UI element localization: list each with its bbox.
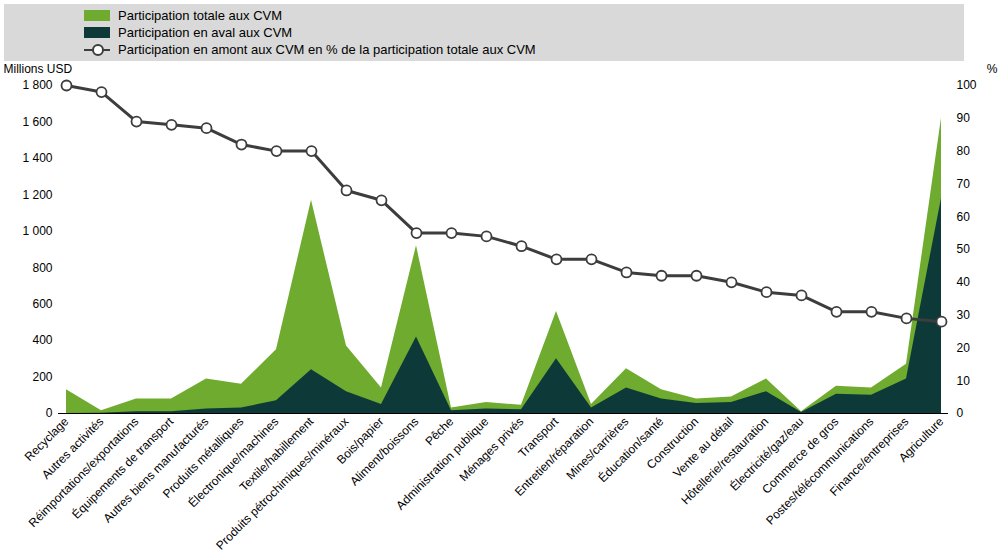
svg-text:0: 0 [46,406,53,420]
svg-text:Millions USD: Millions USD [4,62,73,76]
svg-text:50: 50 [957,242,971,256]
svg-text:600: 600 [32,297,52,311]
svg-text:Administration publique: Administration publique [393,414,492,513]
svg-text:100: 100 [957,78,977,92]
svg-text:400: 400 [32,333,52,347]
svg-text:1 600: 1 600 [22,115,52,129]
svg-text:Produits pétrochimiques/minéra: Produits pétrochimiques/minéraux [213,414,351,552]
svg-text:0: 0 [957,406,964,420]
svg-text:10: 10 [957,374,971,388]
svg-text:Recyclage: Recyclage [21,414,72,464]
html-text:Participation en amont aux CVM: Participation en amont aux CVM en % de l… [118,42,536,57]
svg-text:Ménages privés: Ménages privés [456,414,527,485]
svg-text:Textile/habillement: Textile/habillement [236,414,317,495]
svg-text:Finance/entreprises: Finance/entreprises [826,414,912,499]
html-text:Participation totale aux CVM: Participation totale aux CVM [118,8,282,23]
svg-text:1 000: 1 000 [22,224,52,238]
svg-text:Aliment/boissons: Aliment/boissons [347,414,421,488]
svg-text:Postes/télécommunications: Postes/télécommunications [763,414,877,528]
svg-text:Commerce de gros: Commerce de gros [759,414,842,497]
svg-text:%: % [987,62,998,76]
svg-text:Pêche: Pêche [422,414,457,449]
svg-text:1 400: 1 400 [22,151,52,165]
svg-text:200: 200 [32,370,52,384]
svg-text:Mines/carrières: Mines/carrières [563,414,632,483]
svg-text:30: 30 [957,308,971,322]
svg-text:90: 90 [957,111,971,125]
svg-text:Transport: Transport [515,414,562,461]
svg-text:800: 800 [32,261,52,275]
svg-text:80: 80 [957,144,971,158]
svg-text:Éducation/santé: Éducation/santé [595,414,667,486]
svg-text:Construction: Construction [643,414,702,472]
svg-text:60: 60 [957,210,971,224]
svg-text:Agriculture: Agriculture [896,414,947,465]
svg-text:Autres activités: Autres activités [39,414,106,481]
svg-text:Réimportations/exportations: Réimportations/exportations [25,414,142,530]
svg-text:Hôtellerie/restauration: Hôtellerie/restauration [678,414,772,508]
svg-text:Électricité/gaz/eau: Électricité/gaz/eau [727,414,807,494]
svg-text:20: 20 [957,341,971,355]
svg-text:1 200: 1 200 [22,188,52,202]
svg-text:Entretien/réparation: Entretien/réparation [511,414,597,499]
svg-text:Bois/papier: Bois/papier [334,414,387,467]
svg-text:Électronique/machines: Électronique/machines [185,414,282,511]
html-text:Participation en aval aux CVM: Participation en aval aux CVM [118,25,293,40]
svg-text:70: 70 [957,177,971,191]
svg-text:Produits métalliques: Produits métalliques [160,414,247,501]
svg-text:Équipements de transport: Équipements de transport [69,414,177,522]
svg-text:1 800: 1 800 [22,78,52,92]
svg-text:Autres biens manufacturés: Autres biens manufacturés [100,414,212,526]
svg-text:Vente au détail: Vente au détail [670,414,736,480]
svg-text:40: 40 [957,275,971,289]
